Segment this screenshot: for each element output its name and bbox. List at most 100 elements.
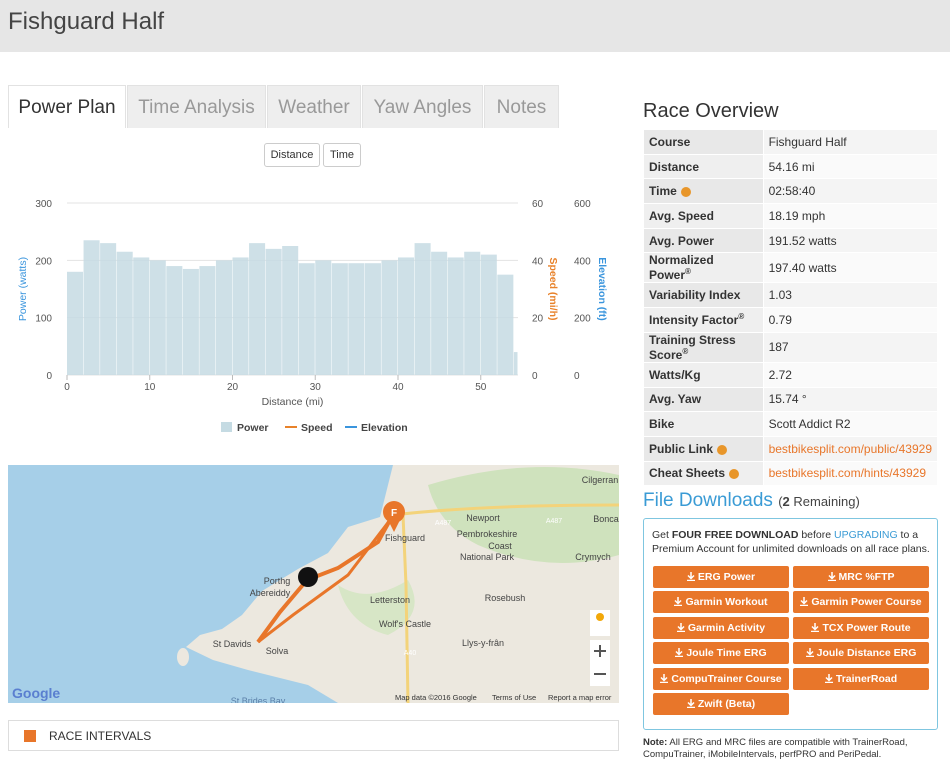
row-label: Normalized Power® xyxy=(643,252,764,284)
bar xyxy=(348,263,365,375)
download-button[interactable]: Garmin Power Course xyxy=(793,591,929,614)
bar xyxy=(133,257,150,375)
row-value: 187 xyxy=(762,331,939,363)
tab[interactable]: Time Analysis xyxy=(127,85,266,128)
download-arrow xyxy=(811,622,820,633)
page-title: Fishguard Half xyxy=(8,8,165,35)
row-value: Scott Addict R2 xyxy=(762,411,939,437)
map-label: St Davids xyxy=(213,639,252,649)
green-area xyxy=(338,580,415,635)
overview-row: Public Link bestbikesplit.com/public/4392… xyxy=(643,435,939,462)
download-button[interactable]: TrainerRoad xyxy=(793,667,929,690)
download-button[interactable]: Joule Time ERG xyxy=(653,642,789,665)
race-intervals[interactable]: RACE INTERVALS xyxy=(8,720,619,751)
download-button[interactable]: ERG Power xyxy=(653,566,789,588)
overview-title: Race Overview xyxy=(643,100,779,122)
row-label: Training Stress Score® xyxy=(643,331,764,363)
bar xyxy=(497,274,514,375)
download-icon xyxy=(676,622,685,633)
download-button[interactable]: Zwift (Beta) xyxy=(653,693,789,715)
map-label: A487 xyxy=(435,520,451,527)
y3-axis-title: Elevation (ft) xyxy=(596,257,608,321)
download-arrow xyxy=(800,597,809,607)
y3ticks-label: 200 xyxy=(574,314,591,325)
button-label: Zwift (Beta) xyxy=(697,698,756,710)
help-icon xyxy=(729,469,740,480)
overview-row: Variability Index 1.03 xyxy=(643,282,939,309)
x-tick-label: 20 xyxy=(227,382,239,393)
value-text: Scott Addict R2 xyxy=(768,417,851,432)
row-label: Public Link xyxy=(643,435,764,462)
value-text: 02:58:40 xyxy=(768,184,816,199)
overview-row: Distance 54.16 mi xyxy=(643,153,939,180)
pegman[interactable] xyxy=(590,610,610,636)
value-text[interactable]: bestbikesplit.com/public/43929 xyxy=(768,441,932,456)
row-label: Cheat Sheets xyxy=(643,460,764,487)
button-label: MRC %FTP xyxy=(838,571,895,583)
download-button[interactable]: MRC %FTP xyxy=(793,566,929,588)
tab[interactable]: Yaw Angles xyxy=(362,85,483,128)
tab[interactable]: Power Plan xyxy=(8,85,126,128)
x-tick-label: 40 xyxy=(392,382,404,393)
x-axis-title: Distance (mi) xyxy=(262,396,324,408)
label-text: Variability Index xyxy=(649,288,741,303)
rider-marker[interactable] xyxy=(298,567,318,587)
overview-row: Bike Scott Addict R2 xyxy=(643,411,939,437)
download-button[interactable]: CompuTrainer Course xyxy=(653,667,789,690)
button-label: TrainerRoad xyxy=(835,672,898,685)
bar xyxy=(480,254,497,375)
bar xyxy=(298,263,315,375)
tab[interactable]: Notes xyxy=(484,85,559,128)
value-text[interactable]: bestbikesplit.com/hints/43929 xyxy=(768,466,926,481)
download-button[interactable]: TCX Power Route xyxy=(793,616,929,639)
map-report: Report a map error xyxy=(548,693,612,702)
yticks-label: 200 xyxy=(35,256,52,267)
download-button[interactable]: Garmin Activity xyxy=(653,616,789,639)
road xyxy=(401,514,410,703)
label-text: Avg. Power xyxy=(649,233,714,248)
finish-pin xyxy=(388,520,400,532)
overview-row: Avg. Power 191.52 watts xyxy=(643,227,939,254)
button-label: Joule Time ERG xyxy=(686,647,767,660)
toggle-button[interactable]: Time xyxy=(323,143,361,167)
button-label: Garmin Workout xyxy=(685,596,768,609)
bar xyxy=(83,240,100,375)
x-tick-label: 0 xyxy=(64,382,70,393)
map-label: Llys-y-frân xyxy=(462,638,504,648)
label-mark: ® xyxy=(682,346,689,356)
label-text: Bike xyxy=(649,417,675,432)
yticks-label: 0 xyxy=(46,371,52,382)
download-arrow xyxy=(824,673,833,683)
map[interactable]: Cilgerran Newport Bonca A487 A487 Pembrokeshi… xyxy=(8,465,619,703)
tab[interactable]: Weather xyxy=(267,85,361,128)
row-value: 18.19 mph xyxy=(762,203,939,229)
finish-marker[interactable] xyxy=(383,501,405,523)
bar xyxy=(447,257,464,375)
label-text: Distance xyxy=(649,159,700,174)
label-text: Course xyxy=(649,134,691,149)
overview-row: Time 02:58:40 xyxy=(643,178,939,205)
y3ticks-label: 400 xyxy=(574,256,591,267)
overview-table: Course Fishguard Half Distance 54.16 mi Time… xyxy=(643,129,939,487)
label-mark: ® xyxy=(738,312,745,322)
row-value: 2.72 xyxy=(762,361,939,388)
legend-label: Elevation xyxy=(361,422,408,434)
download-button[interactable]: Garmin Workout xyxy=(653,591,789,614)
label-text: Cheat Sheets xyxy=(649,466,726,481)
toggle-button[interactable]: Distance xyxy=(264,143,320,167)
download-icon xyxy=(686,572,695,582)
download-button[interactable]: Joule Distance ERG xyxy=(793,642,929,665)
y2ticks-label: 0 xyxy=(532,371,538,382)
download-icon xyxy=(827,572,836,582)
y-axis-title: Power (watts) xyxy=(17,257,29,321)
button-label: Joule Distance ERG xyxy=(816,647,917,660)
label-text: Avg. Speed xyxy=(649,208,714,223)
intro-part[interactable]: UPGRADING xyxy=(834,529,898,541)
intro-part: to a Premium Account for unlimited downl… xyxy=(652,529,930,555)
note-label: Note: xyxy=(643,737,668,748)
bar xyxy=(364,263,381,375)
map-label: A487 xyxy=(546,518,562,525)
downloads-box: Get FOUR FREE DOWNLOAD before UPGRADING … xyxy=(643,518,938,730)
y2-axis-title: Speed (mi/h) xyxy=(547,257,559,320)
